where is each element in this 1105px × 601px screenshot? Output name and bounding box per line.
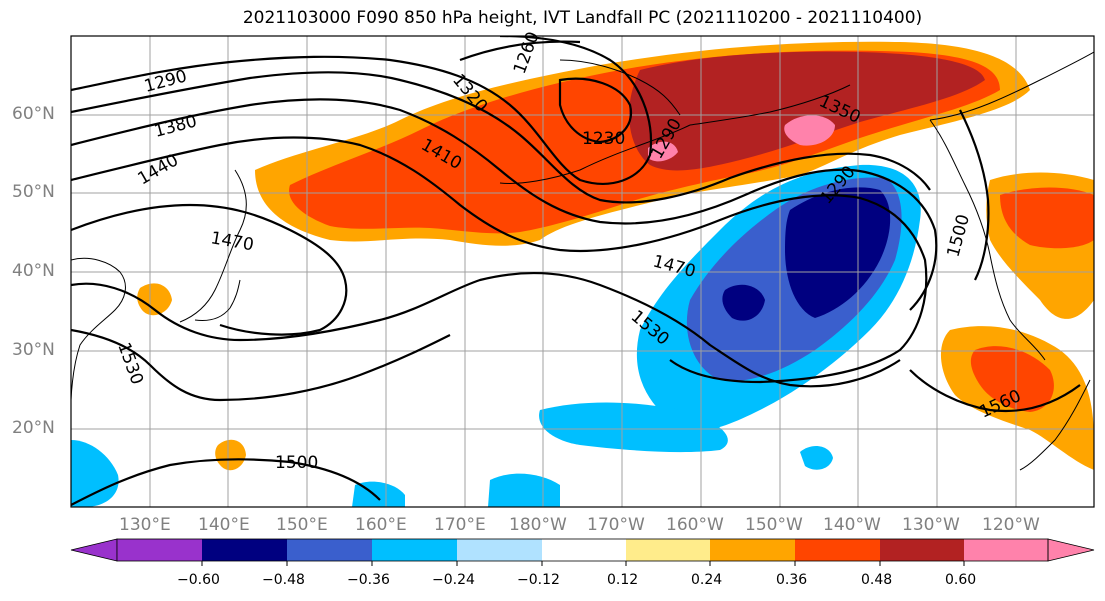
lon-label: 180°W: [509, 515, 567, 535]
contour-label: 1230: [582, 129, 625, 149]
lon-label: 170°E: [434, 515, 486, 535]
colorbar-tick-label: −0.12: [517, 572, 560, 588]
negative-patch-sw: [71, 440, 119, 507]
colorbar-segment: [202, 539, 287, 561]
colorbar-segment: [710, 539, 795, 561]
lon-label: 130°E: [119, 515, 171, 535]
lon-label: 140°W: [823, 515, 881, 535]
colorbar-frame: [116, 538, 1049, 562]
negative-region-core-2: [722, 284, 765, 321]
positive-region-peak-2: [648, 141, 678, 162]
positive-patch-south: [215, 439, 246, 471]
lat-label: 50°N: [12, 182, 55, 202]
positive-region-peak: [784, 115, 835, 146]
colorbar-segment: [542, 539, 626, 561]
map-frame: [70, 35, 1095, 508]
lon-label: 140°E: [198, 515, 250, 535]
colorbar-tick-label: 0.48: [861, 572, 893, 588]
negative-patch-s2: [488, 473, 560, 507]
colorbar-segment: [372, 539, 457, 561]
lat-label: 40°N: [12, 261, 55, 281]
colorbar: [70, 538, 1095, 566]
lon-label: 130°W: [902, 515, 960, 535]
colorbar-extend-high: [1047, 538, 1095, 562]
negative-region-ext: [539, 402, 728, 453]
lon-label: 160°E: [355, 515, 407, 535]
colorbar-tick-label: 0.24: [691, 572, 723, 588]
colorbar-segment: [457, 539, 542, 561]
colorbar-segment: [287, 539, 372, 561]
map-title: 2021103000 F090 850 hPa height, IVT Land…: [242, 8, 923, 28]
negative-patch-s3: [800, 446, 833, 470]
lon-label: 170°W: [587, 515, 645, 535]
colorbar-tick-label: 0.36: [776, 572, 808, 588]
positive-patch-japan: [137, 283, 172, 316]
lon-label: 150°W: [745, 515, 803, 535]
lon-label: 160°W: [666, 515, 724, 535]
colorbar-tick-label: 0.60: [945, 572, 977, 588]
colorbar-segment: [964, 539, 1048, 561]
colorbar-ticks: [201, 561, 965, 566]
lat-label: 30°N: [12, 340, 55, 360]
positive-region-westcoast-core: [1000, 187, 1094, 249]
colorbar-segment: [626, 539, 710, 561]
negative-region-core: [785, 187, 891, 318]
lon-label: 150°E: [276, 515, 328, 535]
colorbar-tick-label: −0.36: [347, 572, 390, 588]
colorbar-segment: [795, 539, 880, 561]
colorbar-tick-label: 0.12: [607, 572, 639, 588]
graticule: [71, 36, 1094, 507]
contour-label: 1500: [275, 453, 318, 473]
colorbar-segment: [117, 539, 202, 561]
positive-region-sw-core: [970, 346, 1054, 412]
colorbar-segment: [880, 539, 964, 561]
lat-label: 20°N: [12, 418, 55, 438]
colorbar-tick-label: −0.48: [262, 572, 305, 588]
coastlines: [71, 51, 1094, 471]
lat-label: 60°N: [12, 104, 55, 124]
lon-label: 120°W: [982, 515, 1040, 535]
colorbar-tick-label: −0.60: [177, 572, 220, 588]
positive-region-core: [629, 51, 985, 171]
colorbar-extend-low: [70, 538, 118, 562]
height-contours: [71, 36, 1081, 506]
colorbar-tick-label: −0.24: [432, 572, 475, 588]
